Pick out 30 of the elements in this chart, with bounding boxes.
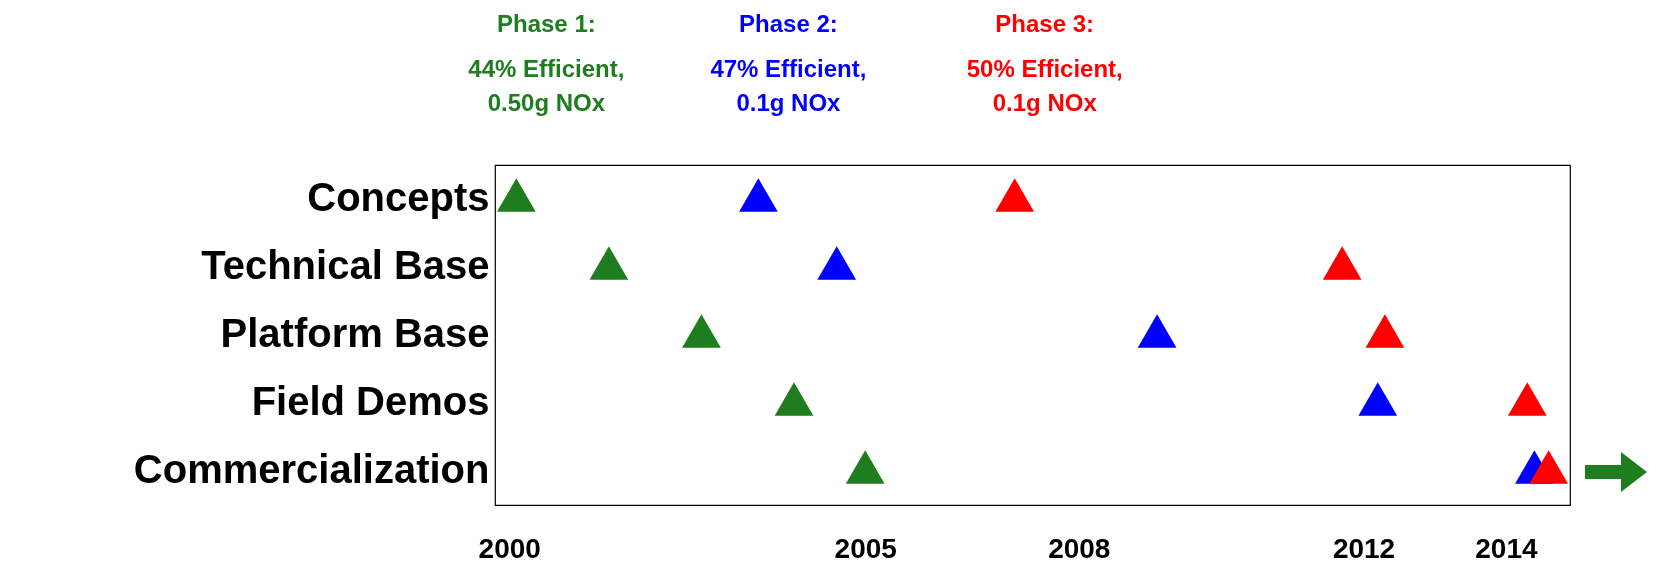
point [1507, 382, 1547, 416]
y-tick-label: Field Demos [251, 379, 490, 423]
point [496, 178, 536, 212]
x-tick-label: 2014 [1475, 532, 1538, 564]
point [817, 246, 857, 280]
point [589, 246, 629, 280]
text: Phase 3: [995, 10, 1095, 37]
y-tick-label: Concepts [307, 175, 490, 219]
text: 47% Efficient, 0.1g NOx [710, 55, 867, 116]
text: 50% Efficient, 0.1g NOx [966, 55, 1123, 116]
point [1137, 314, 1177, 348]
point [739, 178, 778, 212]
text: Phase 1: [497, 10, 596, 37]
point [1358, 382, 1398, 416]
x-tick-label: 2005 [834, 532, 897, 564]
text: 44% Efficient, 0.50g NOx [468, 55, 625, 116]
y-tick-label: Technical Base [201, 243, 490, 287]
point [845, 450, 885, 484]
x-tick-label: 2012 [1332, 532, 1396, 564]
point [1322, 246, 1362, 280]
x-tick-label: 2008 [1048, 532, 1111, 564]
text: Phase 2: [739, 10, 838, 37]
y-tick-label: Platform Base [220, 311, 490, 355]
y-tick-label: Commercialization [133, 447, 490, 491]
x-tick-label: 2000 [478, 532, 541, 564]
point [1529, 450, 1569, 484]
point [682, 314, 721, 348]
point [774, 382, 814, 416]
point [995, 178, 1035, 212]
point [1365, 314, 1405, 348]
